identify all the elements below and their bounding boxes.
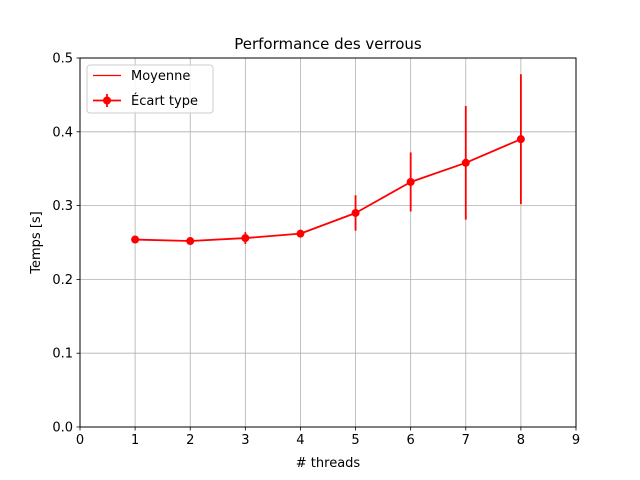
y-tick-label: 0.3 — [52, 199, 73, 214]
y-tick-label: 0.5 — [52, 52, 73, 67]
x-tick-label: 4 — [296, 433, 304, 448]
data-point — [461, 158, 470, 167]
x-tick-label: 2 — [186, 433, 194, 448]
plot-frame — [79, 57, 577, 428]
series — [131, 74, 525, 246]
y-tick-label: 0.2 — [52, 273, 73, 288]
data-point — [351, 208, 360, 217]
mean-line — [135, 138, 522, 242]
data-point — [406, 177, 415, 186]
chart-title: Performance des verrous — [234, 35, 422, 53]
x-tick-label: 0 — [76, 433, 84, 448]
legend-label-ecart-type: Écart type — [131, 93, 198, 109]
data-point — [296, 229, 305, 238]
y-axis-label: Temps [s] — [29, 211, 44, 274]
x-tick-label: 8 — [517, 433, 525, 448]
x-axis-label: # threads — [296, 456, 361, 471]
legend-marker-ecart-type — [103, 96, 111, 105]
data-point — [241, 234, 250, 243]
x-tick-label: 1 — [131, 433, 139, 448]
x-tick-label: 5 — [351, 433, 359, 448]
data-point — [131, 235, 140, 244]
ticks: 0 1 2 3 4 5 6 7 8 9 0.0 0.1 0.2 0.3 0.4 0.5 — [52, 52, 580, 449]
legend-label-moyenne: Moyenne — [131, 69, 190, 84]
y-tick-label: 0.0 — [52, 421, 73, 436]
y-tick-label: 0.1 — [52, 347, 73, 362]
y-tick-label: 0.4 — [52, 125, 73, 140]
x-tick-label: 6 — [407, 433, 415, 448]
x-tick-label: 3 — [241, 433, 249, 448]
data-point — [516, 135, 525, 144]
legend: Moyenne Écart type — [86, 64, 214, 114]
x-tick-label: 9 — [572, 433, 580, 448]
data-point — [186, 237, 195, 246]
x-tick-label: 7 — [462, 433, 470, 448]
